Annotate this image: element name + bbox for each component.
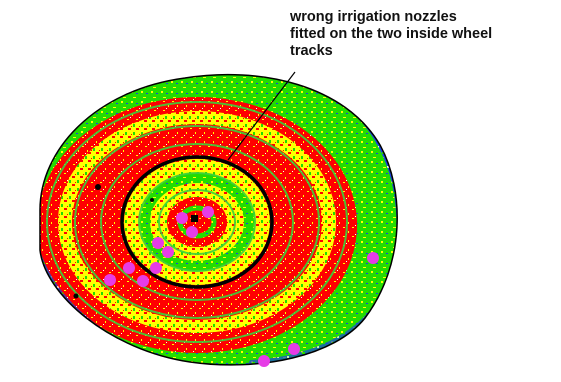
annotation-label: wrong irrigation nozzles fitted on the t… <box>290 9 493 59</box>
mid-red-ring <box>75 124 319 320</box>
sample-point-icon <box>104 274 116 286</box>
pointer-line-icon <box>227 71 296 161</box>
sample-point-icon <box>137 275 149 287</box>
sample-point-icon <box>288 343 300 355</box>
black-markers <box>73 184 154 299</box>
sample-point-icon <box>176 212 188 224</box>
inner-green-ring <box>140 173 254 271</box>
sample-point-icon <box>202 206 214 218</box>
sample-point-icon <box>367 252 379 264</box>
sample-point-icon <box>186 226 198 238</box>
mid-yellow-ring <box>58 111 336 333</box>
sample-point-icon <box>123 262 135 274</box>
sample-point-icon <box>258 355 270 367</box>
sample-point-icon <box>152 237 164 249</box>
wheel-track-highlight <box>120 155 274 289</box>
field-boundary <box>39 73 398 366</box>
sample-point-icon <box>162 246 174 258</box>
wheel-tracks <box>46 101 348 343</box>
sample-point-icon <box>150 262 162 274</box>
field-area <box>40 74 398 365</box>
center-pivot-icon <box>191 215 198 222</box>
sample-points <box>104 206 379 367</box>
